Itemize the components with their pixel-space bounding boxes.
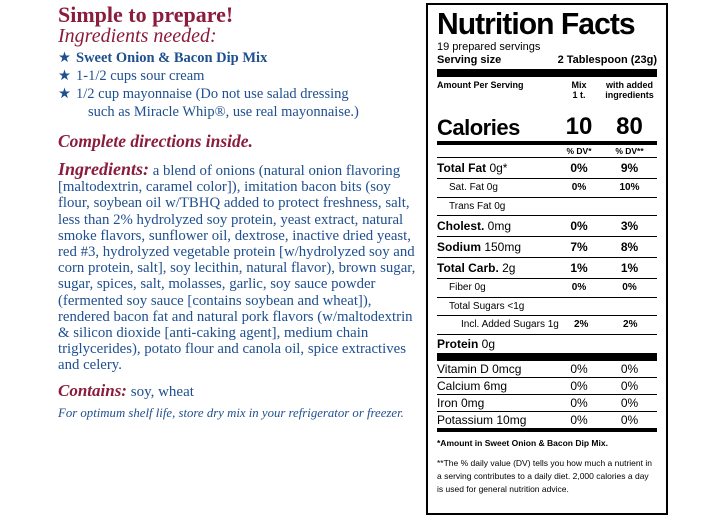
nutrient-amount: 0mg <box>484 219 512 233</box>
daily-value-header: % DV* % DV** <box>437 145 657 158</box>
nutrient-added-dv: 0% <box>622 282 637 294</box>
vitamin-label: Calcium 6mg <box>437 378 508 393</box>
vitamin-mix-dv: 0% <box>570 378 588 393</box>
nutrient-added-dv: 3% <box>620 219 639 233</box>
amount-per-serving-header: Amount Per Serving <box>437 80 524 90</box>
contains-line: Contains: soy, wheat <box>58 380 418 401</box>
column-header-row: Amount Per Serving Mix 1 t. with added i… <box>437 77 657 111</box>
servings-count: 19 prepared servings <box>437 41 541 53</box>
nutrient-mix-dv: 0% <box>571 282 587 294</box>
product-instructions: Simple to prepare! Ingredients needed: ★… <box>58 4 418 421</box>
directions-note: Complete directions inside. <box>58 131 253 151</box>
calories-row: Calories 10 80 <box>437 111 657 145</box>
vitamin-rows: Vitamin D 0mcg 0% 0% Calcium 6mg 0% 0% Iron 0m… <box>437 361 657 432</box>
vitamin-row: Vitamin D 0mcg 0% 0% <box>437 361 657 378</box>
star-icon: ★ <box>58 86 71 102</box>
vitamin-added-dv: 0% <box>620 361 639 376</box>
nutrient-row: Trans Fat 0g <box>437 198 657 216</box>
nutrient-label: Sodium <box>437 240 481 254</box>
vitamin-label: Iron 0mg <box>437 395 485 410</box>
nutrient-row: Total Sugars <1g <box>437 298 657 316</box>
nutrient-added-dv: 8% <box>620 240 639 254</box>
nutrient-row: Cholest. 0mg 0% 3% <box>437 216 657 237</box>
nutrient-mix-dv: 2% <box>573 319 589 331</box>
storage-note: For optimum shelf life, store dry mix in… <box>58 405 404 420</box>
protein-label: Protein <box>437 336 479 351</box>
nutrient-rows: Total Fat 0g* 0% 9% Sat. Fat 0g 0% 10% Trans F… <box>437 158 657 335</box>
calories-label: Calories <box>437 115 520 140</box>
vitamin-added-dv: 0% <box>620 395 639 410</box>
mix-column-header: Mix 1 t. <box>571 80 587 100</box>
vitamin-label: Vitamin D 0mcg <box>437 361 522 376</box>
nutrient-added-dv: 1% <box>620 261 639 275</box>
nutrient-mix-dv: 0% <box>570 161 588 175</box>
needed-item: ★ Sweet Onion & Bacon Dip Mix <box>58 49 418 67</box>
nutrient-label: Trans Fat 0g <box>449 200 506 212</box>
vitamin-mix-dv: 0% <box>570 395 588 410</box>
vitamin-row: Potassium 10mg 0% 0% <box>437 412 657 432</box>
star-icon: ★ <box>58 50 71 66</box>
nutrient-added-dv: 9% <box>620 161 639 175</box>
contains-label: Contains: <box>58 380 127 400</box>
nutrient-row: Sodium 150mg 7% 8% <box>437 237 657 258</box>
star-icon: ★ <box>58 68 71 84</box>
ingredients-paragraph: Ingredients: a blend of onions (natural … <box>58 159 418 374</box>
vitamin-mix-dv: 0% <box>570 361 588 376</box>
ingredients-needed-heading: Ingredients needed: <box>58 25 217 47</box>
nutrient-mix-dv: 1% <box>570 261 588 275</box>
nutrient-row: Total Fat 0g* 0% 9% <box>437 158 657 179</box>
needed-item-text: 1-1/2 cups sour cream <box>76 68 205 84</box>
protein-amount: 0g <box>478 336 496 351</box>
serving-size-row: Serving size 2 Tablespoon (23g) <box>437 53 657 77</box>
protein-row: Protein 0g <box>437 335 657 361</box>
dv-mix-header: % DV* <box>566 146 592 156</box>
nutrient-added-dv: 2% <box>623 319 638 331</box>
nutrient-label: Incl. Added Sugars 1g <box>461 319 559 331</box>
needed-item-text: 1/2 cup mayonnaise (Do not use salad dre… <box>76 86 349 102</box>
nutrition-title: Nutrition Facts <box>437 6 636 41</box>
nutrient-row: Total Carb. 2g 1% 1% <box>437 258 657 279</box>
vitamin-added-dv: 0% <box>620 412 639 427</box>
nutrient-label: Total Carb. <box>437 261 499 275</box>
serving-size-value: 2 Tablespoon (23g) <box>557 54 657 66</box>
nutrient-label: Total Fat <box>437 161 487 175</box>
needed-item: ★ 1/2 cup mayonnaise (Do not use salad dr… <box>58 85 418 103</box>
nutrient-added-dv: 10% <box>619 182 640 194</box>
nutrient-amount: 0g* <box>486 161 508 175</box>
added-column-header: with added ingredients <box>605 80 654 100</box>
calories-added: 80 <box>616 113 643 140</box>
vitamin-row: Iron 0mg 0% 0% <box>437 395 657 412</box>
nutrient-label: Total Sugars <1g <box>449 300 525 312</box>
footnote-amount: *Amount in Sweet Onion & Bacon Dip Mix. <box>437 437 608 448</box>
contains-text: soy, wheat <box>126 383 194 400</box>
nutrient-amount: 2g <box>498 261 516 275</box>
needed-item-text: Sweet Onion & Bacon Dip Mix <box>76 50 268 66</box>
prepare-heading: Simple to prepare! <box>58 2 234 27</box>
nutrient-row: Sat. Fat 0g 0% 10% <box>437 179 657 198</box>
nutrition-facts-panel: Nutrition Facts 19 prepared servings Ser… <box>426 3 668 515</box>
vitamin-added-dv: 0% <box>620 378 639 393</box>
serving-size-label: Serving size <box>437 54 502 66</box>
nutrient-label: Fiber 0g <box>449 282 486 294</box>
vitamin-mix-dv: 0% <box>570 412 588 427</box>
dv-added-header: % DV** <box>615 146 644 156</box>
calories-mix: 10 <box>565 113 593 140</box>
nutrient-label: Cholest. <box>437 219 485 233</box>
vitamin-row: Calcium 6mg 0% 0% <box>437 378 657 395</box>
needed-item: ★ 1-1/2 cups sour cream <box>58 67 418 85</box>
ingredients-text: a blend of onions (natural onion flavori… <box>58 163 416 374</box>
nutrient-amount: 150mg <box>481 240 522 254</box>
nutrient-mix-dv: 0% <box>570 219 588 233</box>
footnote-daily-value: **The % daily value (DV) tells you how m… <box>437 457 652 494</box>
needed-item-continuation: such as Miracle Whip®, use real mayonnai… <box>88 104 359 120</box>
nutrient-mix-dv: 7% <box>570 240 588 254</box>
ingredients-label: Ingredients: <box>58 159 150 179</box>
nutrient-row: Fiber 0g 0% 0% <box>437 279 657 298</box>
vitamin-label: Potassium 10mg <box>437 412 527 427</box>
nutrient-label: Sat. Fat 0g <box>449 182 498 194</box>
nutrient-row: Incl. Added Sugars 1g 2% 2% <box>437 316 657 335</box>
nutrient-mix-dv: 0% <box>571 182 587 194</box>
